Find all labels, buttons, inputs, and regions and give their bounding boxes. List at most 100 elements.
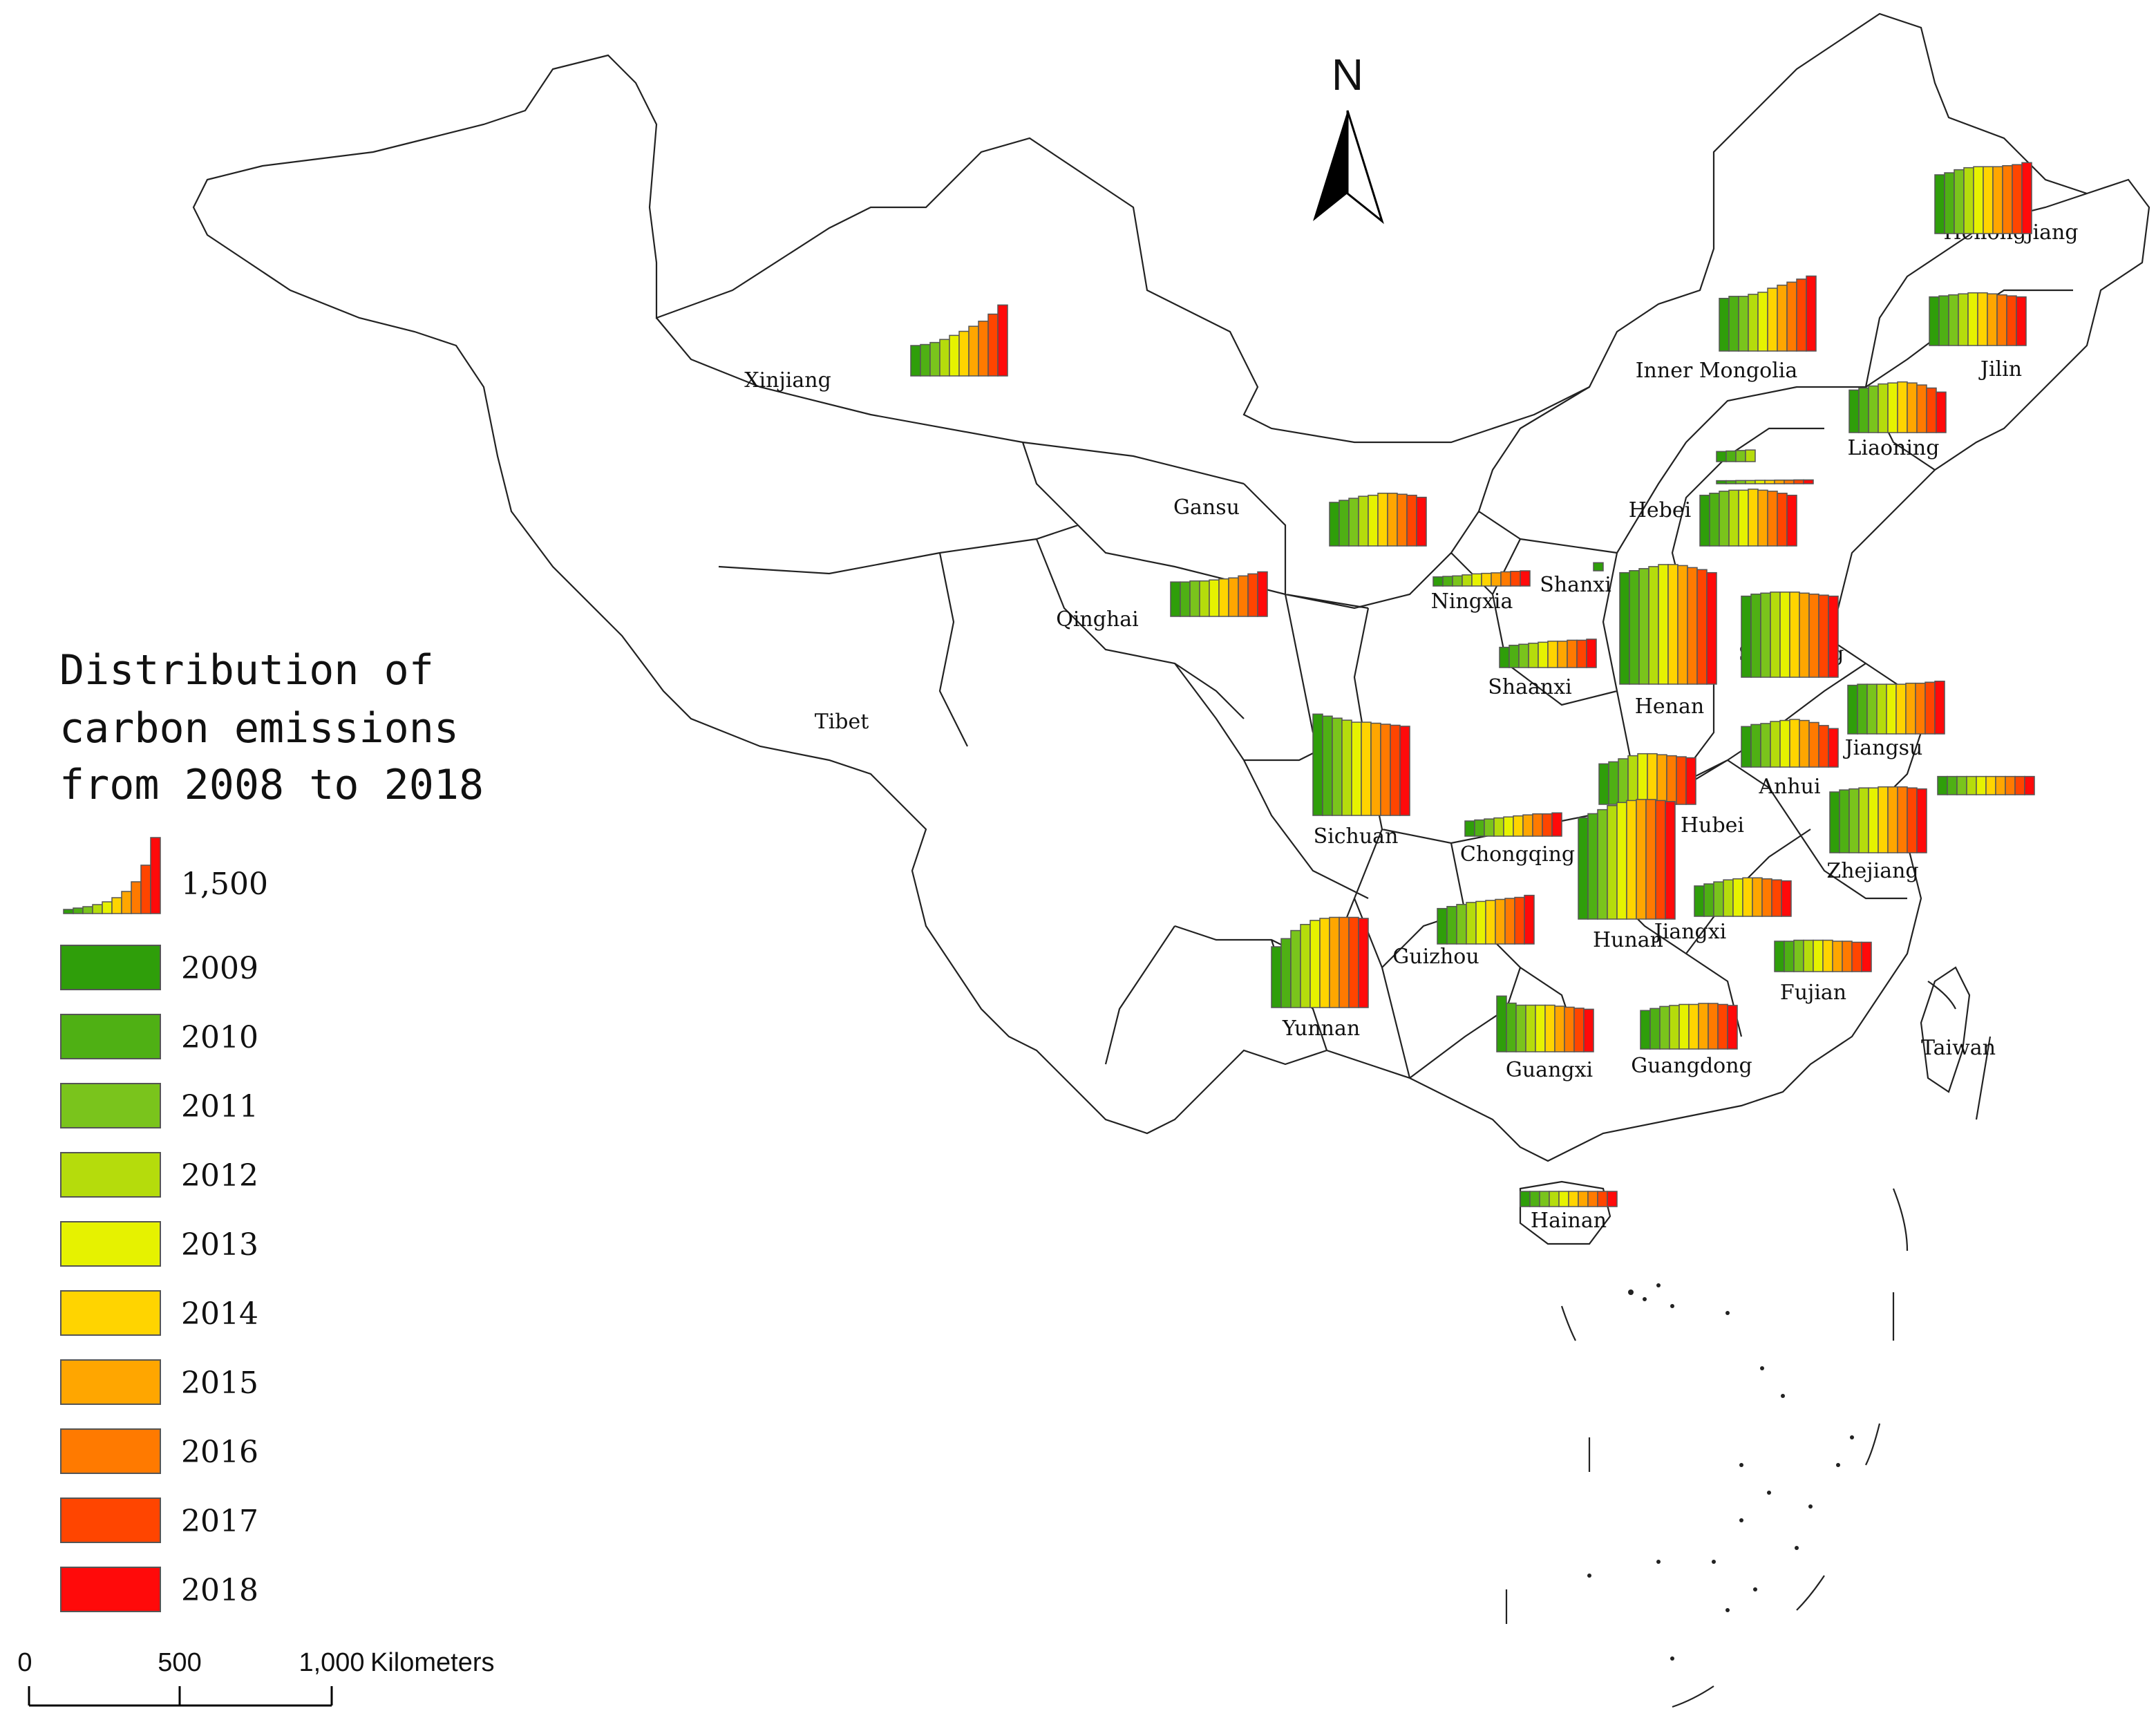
bar-chongqing-2014 <box>1513 815 1524 837</box>
bar-shanghai-2012 <box>1966 775 1977 795</box>
scale-bar: 0 500 1,000 Kilometers <box>17 1648 495 1707</box>
label-liaoning: Liaoning <box>1848 436 1940 460</box>
bar-guangxi-2011 <box>1515 1004 1526 1052</box>
bar-guangdong-2013 <box>1679 1003 1690 1050</box>
bar-inner-mongolia-2018 <box>1806 275 1817 352</box>
bar-tianjin-2018 <box>1803 479 1814 484</box>
legend-swatch-2009 <box>60 945 161 990</box>
north-arrow: N <box>1313 50 1384 225</box>
bar-chart-guangdong <box>1640 1003 1738 1050</box>
province-bar-charts <box>910 162 2035 1207</box>
legend-size-bar-2009 <box>63 909 74 914</box>
legend-year-2015: 2015 <box>181 1366 258 1401</box>
bar-shandong-2009 <box>1741 595 1752 678</box>
bar-fujian-2014 <box>1822 939 1833 972</box>
bar-hainan-2011 <box>1539 1191 1550 1207</box>
bar-chart-ningxia <box>1432 570 1531 587</box>
bar-hebei-2015 <box>1757 489 1768 547</box>
bar-jiangxi-2017 <box>1771 879 1782 917</box>
bar-gansu-2014 <box>1377 492 1388 547</box>
bar-guizhou-2014 <box>1485 900 1496 945</box>
bar-xinjiang-2010 <box>920 343 931 377</box>
bar-liaoning-2016 <box>1916 384 1927 433</box>
legend-swatch-2010 <box>60 1014 161 1059</box>
bar-hubei-2015 <box>1656 754 1667 805</box>
bar-inner-mongolia-2017 <box>1796 278 1807 352</box>
taiwan-outline <box>1920 966 1971 1093</box>
bar-jiangxi-2015 <box>1752 877 1763 917</box>
label-tibet: Tibet <box>815 710 869 734</box>
bar-guizhou-2018 <box>1524 894 1535 945</box>
bar-jilin-2018 <box>2016 296 2027 346</box>
bar-liaoning-2017 <box>1926 387 1937 433</box>
label-sichuan: Sichuan <box>1314 824 1399 849</box>
legend-year-2017: 2017 <box>181 1504 258 1539</box>
bar-heilongjiang-2015 <box>1992 166 2003 234</box>
bar-anhui-2015 <box>1799 719 1810 768</box>
bar-shandong-2013 <box>1779 592 1790 678</box>
bar-guangxi-2014 <box>1544 1004 1555 1052</box>
bar-chart-beijing <box>1716 449 1756 462</box>
bar-xinjiang-2018 <box>997 304 1008 377</box>
bar-chart-chongqing <box>1464 812 1562 837</box>
bar-hebei-2016 <box>1767 491 1778 547</box>
bar-chart-henan <box>1619 564 1717 685</box>
legend-size-bar-2014 <box>111 897 122 914</box>
bar-guangxi-2013 <box>1535 1004 1546 1052</box>
bar-chongqing-2010 <box>1474 819 1485 837</box>
bar-chart-shanxi <box>1593 562 1604 571</box>
bar-shanghai-2011 <box>1956 775 1967 795</box>
bar-henan-2018 <box>1706 571 1717 685</box>
legend-size-bar-2010 <box>73 907 84 914</box>
bar-liaoning-2014 <box>1897 381 1908 433</box>
bar-hunan-2017 <box>1655 800 1666 920</box>
bar-fujian-2013 <box>1813 939 1824 972</box>
bar-chart-zhejiang <box>1829 786 1927 853</box>
bar-jilin-2016 <box>1996 294 2007 346</box>
bar-liaoning-2009 <box>1848 389 1860 433</box>
bar-xinjiang-2015 <box>968 325 979 377</box>
bar-beijing-2010 <box>1725 450 1737 462</box>
bar-hebei-2014 <box>1748 489 1759 547</box>
label-hubei: Hubei <box>1681 813 1744 838</box>
bar-inner-mongolia-2011 <box>1738 296 1749 352</box>
bar-henan-2015 <box>1677 565 1688 685</box>
bar-fujian-2017 <box>1851 941 1862 972</box>
legend-year-2013: 2013 <box>181 1227 258 1263</box>
bar-ningxia-2014 <box>1481 572 1492 587</box>
bar-sichuan-2009 <box>1312 713 1323 816</box>
bar-anhui-2013 <box>1779 719 1790 768</box>
north-arrow-right-icon <box>1346 110 1384 225</box>
bar-shanghai-2017 <box>2014 775 2025 795</box>
bar-guangdong-2014 <box>1688 1003 1699 1050</box>
bar-henan-2014 <box>1667 564 1679 685</box>
bar-yunnan-2015 <box>1329 916 1340 1008</box>
label-shaanxi: Shaanxi <box>1488 675 1571 699</box>
bar-zhejiang-2013 <box>1868 787 1879 853</box>
bar-jiangsu-2011 <box>1866 683 1878 735</box>
bar-hainan-2016 <box>1587 1191 1598 1207</box>
bar-yunnan-2016 <box>1339 916 1350 1008</box>
hainan-outline <box>1519 1180 1611 1245</box>
bar-chart-shandong <box>1741 592 1839 678</box>
bar-sichuan-2011 <box>1332 717 1343 816</box>
bar-ningxia-2013 <box>1471 573 1482 587</box>
nine-dash-line <box>1505 981 1992 1708</box>
bar-shanghai-2018 <box>2024 775 2035 795</box>
legend-year-2014: 2014 <box>181 1296 258 1332</box>
bar-yunnan-2009 <box>1271 946 1282 1008</box>
bar-hebei-2017 <box>1777 492 1788 547</box>
legend-size-bar-2015 <box>121 891 132 914</box>
bar-gansu-2012 <box>1358 495 1369 547</box>
bar-guangdong-2009 <box>1640 1010 1651 1050</box>
bar-chart-inner-mongolia <box>1719 275 1817 352</box>
bar-chongqing-2012 <box>1493 817 1504 837</box>
bar-jilin-2010 <box>1938 295 1949 346</box>
bar-jiangxi-2018 <box>1781 880 1792 917</box>
bar-henan-2016 <box>1687 567 1698 685</box>
bar-shandong-2018 <box>1828 595 1839 678</box>
bar-liaoning-2011 <box>1868 385 1879 433</box>
bar-chongqing-2009 <box>1464 820 1475 837</box>
bar-chongqing-2011 <box>1484 818 1495 837</box>
